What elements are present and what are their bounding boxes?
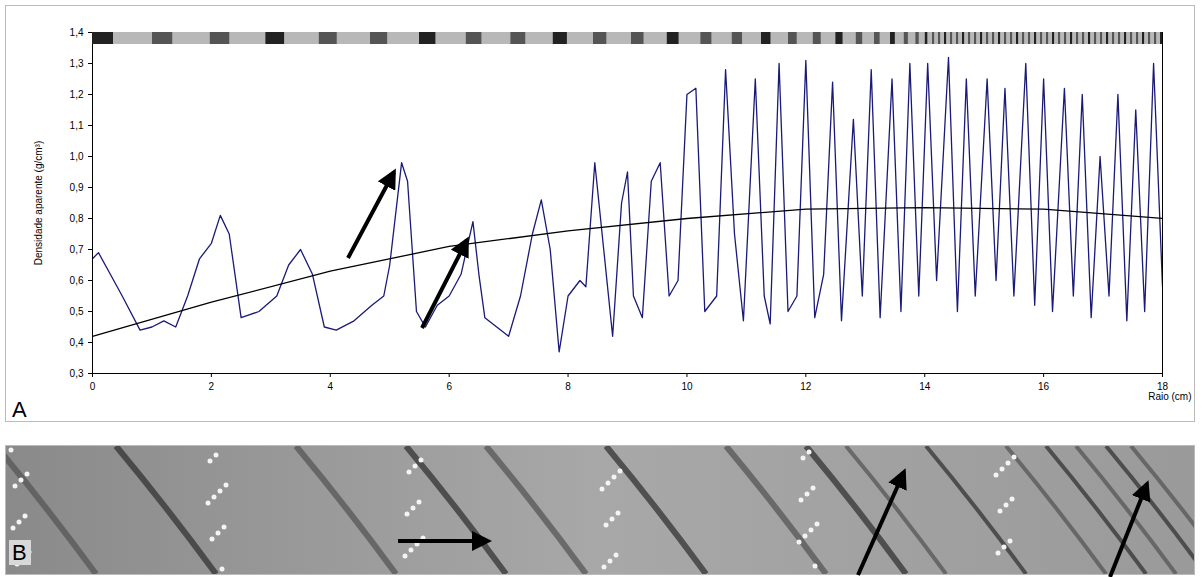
svg-text:A: A xyxy=(12,397,27,422)
svg-text:0,7: 0,7 xyxy=(70,244,84,255)
svg-text:10: 10 xyxy=(681,381,693,392)
svg-text:1,1: 1,1 xyxy=(70,120,84,131)
svg-text:0,4: 0,4 xyxy=(70,337,84,348)
svg-text:1,4: 1,4 xyxy=(70,27,84,38)
svg-text:0,6: 0,6 xyxy=(70,275,84,286)
svg-text:0,9: 0,9 xyxy=(70,182,84,193)
svg-text:1,3: 1,3 xyxy=(70,58,84,69)
svg-text:18: 18 xyxy=(1156,380,1169,392)
svg-text:Raio (cm): Raio (cm) xyxy=(1148,391,1191,402)
svg-text:4: 4 xyxy=(327,381,333,392)
svg-text:6: 6 xyxy=(446,381,452,392)
svg-text:8: 8 xyxy=(565,381,571,392)
svg-text:0,8: 0,8 xyxy=(70,213,84,224)
svg-text:2: 2 xyxy=(209,381,215,392)
svg-text:0,3: 0,3 xyxy=(70,368,84,379)
svg-text:0,5: 0,5 xyxy=(70,306,84,317)
svg-text:12: 12 xyxy=(800,381,812,392)
svg-text:1,2: 1,2 xyxy=(70,89,84,100)
svg-text:16: 16 xyxy=(1038,381,1050,392)
svg-text:1,0: 1,0 xyxy=(70,151,84,162)
svg-text:14: 14 xyxy=(919,381,931,392)
svg-text:B: B xyxy=(12,540,27,565)
svg-text:0: 0 xyxy=(90,381,96,392)
svg-text:Densidade aparente (g/cm³): Densidade aparente (g/cm³) xyxy=(33,141,44,266)
